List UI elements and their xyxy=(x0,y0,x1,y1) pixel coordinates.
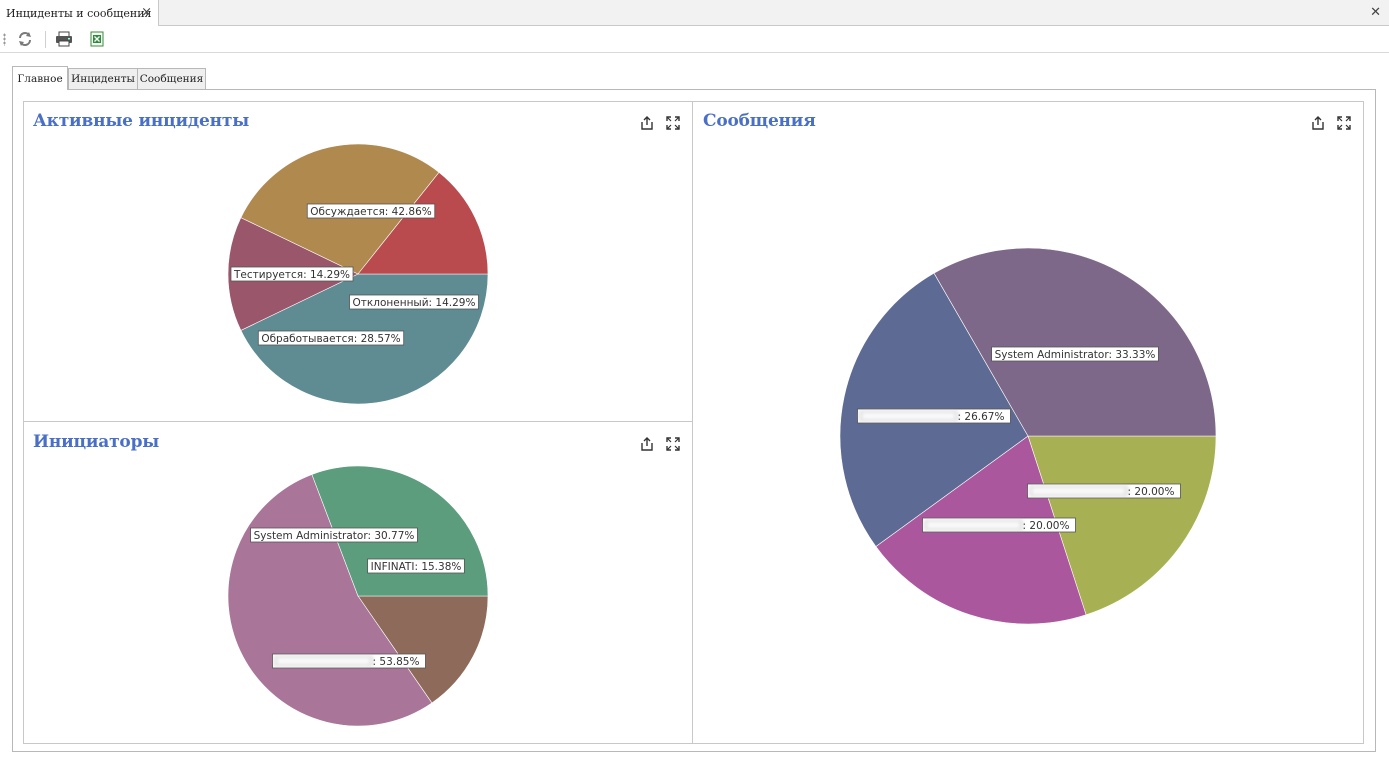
redacted-name xyxy=(275,656,372,666)
tab-messages[interactable]: Сообщения xyxy=(137,68,206,89)
export-icon[interactable] xyxy=(638,114,655,131)
toolbar-separator xyxy=(45,31,46,48)
toolbar-grip[interactable] xyxy=(3,33,6,46)
pie-slice-label-text: System Administrator: 33.33% xyxy=(995,349,1156,361)
pie-slice-label: : 26.67% xyxy=(857,408,1011,424)
pie-slice-label-text: : 20.00% xyxy=(1128,486,1175,498)
pie-slice-label: Обсуждается: 42.86% xyxy=(306,203,436,219)
document-tab-strip: Инциденты и сообщения × ✕ xyxy=(0,0,1389,26)
pie-slice-label-text: : 26.67% xyxy=(958,411,1005,423)
tab-main[interactable]: Главное xyxy=(12,66,68,90)
pie-slice-label: : 20.00% xyxy=(1027,483,1181,499)
pie-slice-label: Обработывается: 28.57% xyxy=(257,330,405,346)
pie-slice-label-text: Тестируется: 14.29% xyxy=(233,269,350,281)
dashboard-divider-vertical xyxy=(692,101,693,744)
export-excel-button[interactable] xyxy=(86,29,108,49)
maximize-icon[interactable] xyxy=(664,114,681,131)
pie-slice[interactable] xyxy=(357,595,489,704)
pie-messages xyxy=(839,247,1217,625)
export-excel-icon xyxy=(90,31,104,47)
pie-slice-label: System Administrator: 30.77% xyxy=(250,527,418,543)
maximize-icon[interactable] xyxy=(1335,114,1352,131)
document-tab[interactable]: Инциденты и сообщения × xyxy=(0,0,159,26)
document-tab-title: Инциденты и сообщения xyxy=(6,6,152,20)
pie-slice-label: System Administrator: 33.33% xyxy=(991,346,1159,362)
pie-slice-label-text: Отклоненный: 14.29% xyxy=(353,297,476,309)
maximize-icon[interactable] xyxy=(664,435,681,452)
pie-slice[interactable] xyxy=(357,171,489,275)
pie-slice-label: Тестируется: 14.29% xyxy=(230,266,354,282)
pie-slice-label: : 53.85% xyxy=(272,653,426,669)
export-icon[interactable] xyxy=(1309,114,1326,131)
window-close-icon[interactable]: ✕ xyxy=(1370,5,1381,20)
pie-slice-label-text: Обсуждается: 42.86% xyxy=(310,206,431,218)
pie-slice-label-text: Обработывается: 28.57% xyxy=(261,333,400,345)
card-title: Инициаторы xyxy=(33,432,160,452)
close-icon[interactable]: × xyxy=(141,5,152,20)
pie-slice-label-text: INFINATI: 15.38% xyxy=(371,561,462,573)
redacted-name xyxy=(925,520,1022,530)
print-button[interactable] xyxy=(53,29,75,49)
pie-slice-label-text: : 53.85% xyxy=(373,656,420,668)
card-title: Активные инциденты xyxy=(33,111,250,131)
dashboard xyxy=(23,101,1364,744)
refresh-icon xyxy=(19,32,31,46)
pie-slice-label: Отклоненный: 14.29% xyxy=(349,294,479,310)
print-icon xyxy=(56,31,72,47)
tab-incidents[interactable]: Инциденты xyxy=(68,68,138,89)
dashboard-divider-horizontal xyxy=(23,421,693,422)
redacted-name xyxy=(1030,486,1127,496)
pie-slice-label-text: : 20.00% xyxy=(1023,520,1070,532)
refresh-button[interactable] xyxy=(14,29,36,49)
pie-slice-label: INFINATI: 15.38% xyxy=(367,558,465,574)
card-title: Сообщения xyxy=(703,111,816,131)
toolbar xyxy=(0,26,1389,53)
pie-slice-label-text: System Administrator: 30.77% xyxy=(254,530,415,542)
redacted-name xyxy=(860,411,957,421)
export-icon[interactable] xyxy=(638,435,655,452)
pie-slice[interactable] xyxy=(933,247,1217,437)
pie-initiators xyxy=(227,465,489,727)
pie-slice[interactable] xyxy=(1027,435,1217,616)
pie-slice-label: : 20.00% xyxy=(922,517,1076,533)
